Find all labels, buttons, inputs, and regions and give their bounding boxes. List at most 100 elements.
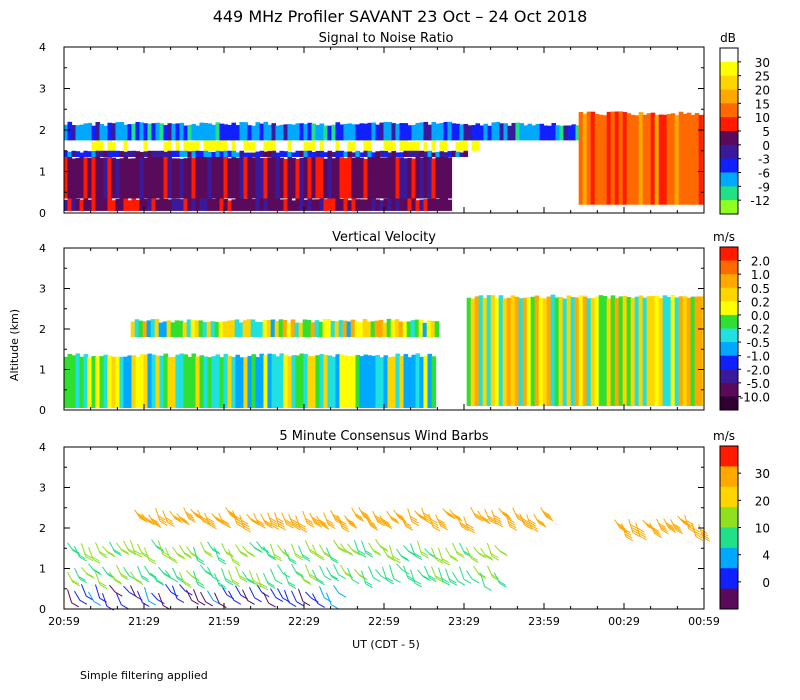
snr-cell bbox=[135, 200, 141, 211]
snr-cell bbox=[439, 151, 445, 157]
snr-cell bbox=[271, 149, 277, 157]
wind-barb-flag bbox=[538, 522, 547, 528]
snr-cell bbox=[147, 139, 153, 151]
wind-barb-flag bbox=[435, 575, 443, 581]
panel-vertical-velocity-colorbar-swatch-9 bbox=[720, 369, 738, 384]
wind-barb-staff bbox=[458, 566, 465, 580]
velocity-cell bbox=[318, 321, 324, 338]
panel-wind-barbs-ytick-label-1: 1 bbox=[39, 563, 46, 576]
wind-barb-flag bbox=[637, 530, 646, 536]
snr-cell bbox=[559, 125, 565, 141]
wind-barb-flag bbox=[493, 514, 501, 520]
panel-wind-barbs-colorbar-swatch-5 bbox=[720, 547, 738, 569]
velocity-cell bbox=[562, 298, 568, 406]
wind-barb-flag bbox=[190, 552, 199, 558]
panel-snr-colorbar-label-3: 15 bbox=[755, 97, 770, 111]
snr-cell bbox=[307, 150, 313, 157]
velocity-cell bbox=[702, 295, 704, 406]
wind-barb-staff bbox=[396, 563, 403, 571]
snr-cell bbox=[259, 196, 265, 211]
wind-barb-flag bbox=[186, 513, 194, 519]
wind-barb-flag bbox=[268, 602, 276, 608]
wind-barb-flag bbox=[213, 515, 222, 521]
snr-cell bbox=[355, 150, 361, 157]
wind-barb-flag bbox=[500, 510, 509, 516]
wind-barb-staff bbox=[158, 592, 164, 606]
snr-cell bbox=[371, 122, 377, 141]
wind-barb-flag bbox=[386, 554, 395, 560]
wind-barb-flag bbox=[142, 602, 150, 607]
snr-cell bbox=[403, 123, 409, 141]
velocity-cell bbox=[266, 319, 272, 338]
panel-snr-colorbar-swatch-4 bbox=[720, 103, 738, 118]
wind-barb-flag bbox=[351, 579, 360, 585]
velocity-cell bbox=[119, 356, 125, 408]
snr-cell bbox=[115, 140, 121, 151]
snr-cell bbox=[423, 121, 429, 141]
velocity-cell bbox=[415, 353, 421, 408]
wind-barb-flag bbox=[147, 520, 155, 526]
velocity-cell bbox=[550, 294, 556, 406]
snr-cell bbox=[199, 198, 205, 211]
snr-cell bbox=[151, 149, 157, 157]
wind-barb-flag bbox=[413, 579, 422, 585]
snr-cell bbox=[107, 122, 113, 141]
wind-barb-flag bbox=[484, 586, 492, 591]
snr-cell bbox=[443, 138, 449, 151]
snr-cell bbox=[267, 198, 273, 211]
wind-barb-flag bbox=[448, 514, 456, 520]
snr-cell bbox=[187, 198, 193, 211]
velocity-cell bbox=[427, 353, 433, 408]
snr-cell bbox=[95, 196, 101, 211]
wind-barb-flag bbox=[288, 557, 296, 563]
wind-barb-staff bbox=[151, 592, 158, 600]
wind-barb-flag bbox=[162, 553, 170, 559]
snr-cell bbox=[331, 158, 337, 199]
snr-cell bbox=[223, 139, 229, 151]
velocity-cell bbox=[374, 320, 380, 338]
wind-barb-flag bbox=[375, 517, 383, 522]
snr-cell bbox=[519, 123, 525, 141]
velocity-cell bbox=[290, 319, 296, 338]
snr-cell bbox=[83, 123, 89, 141]
snr-cell bbox=[111, 157, 117, 199]
wind-barb-flag bbox=[221, 519, 230, 525]
panel-vertical-velocity-ytick-label-2: 2 bbox=[39, 323, 46, 336]
wind-barb-flag bbox=[264, 521, 273, 527]
velocity-cell bbox=[310, 322, 316, 338]
wind-barb-flag bbox=[128, 550, 137, 556]
snr-cell bbox=[423, 156, 429, 199]
wind-barb-flag bbox=[391, 519, 400, 525]
snr-cell bbox=[355, 199, 361, 211]
velocity-cell bbox=[546, 296, 552, 406]
snr-cell bbox=[67, 141, 73, 151]
wind-barb-flag bbox=[461, 526, 469, 532]
wind-barb-flag bbox=[298, 522, 306, 528]
velocity-cell bbox=[347, 356, 353, 408]
wind-barb-flag bbox=[523, 522, 531, 528]
wind-barb-flag bbox=[92, 558, 101, 564]
velocity-cell bbox=[87, 357, 93, 408]
wind-barb-staff bbox=[284, 589, 290, 603]
snr-cell bbox=[527, 123, 533, 141]
snr-cell bbox=[215, 122, 221, 141]
velocity-cell bbox=[287, 356, 293, 408]
snr-cell bbox=[355, 138, 361, 151]
snr-cell bbox=[143, 151, 149, 157]
wind-barb-flag bbox=[321, 524, 330, 530]
wind-barb-staff bbox=[81, 584, 87, 597]
snr-cell bbox=[239, 140, 245, 151]
snr-cell bbox=[355, 124, 361, 141]
wind-barb-flag bbox=[459, 521, 467, 527]
wind-barb-flag bbox=[121, 575, 129, 581]
panel-vertical-velocity-colorbar-label-1: 1.0 bbox=[751, 268, 770, 282]
snr-cell bbox=[303, 141, 309, 151]
wind-barb-flag bbox=[291, 520, 299, 526]
velocity-cell bbox=[146, 320, 152, 338]
panel-snr-colorbar-swatch-6 bbox=[720, 131, 738, 146]
velocity-cell bbox=[386, 318, 392, 338]
wind-barb-flag bbox=[141, 577, 150, 583]
snr-cell bbox=[439, 197, 445, 211]
snr-cell bbox=[155, 122, 161, 141]
wind-barb-flag bbox=[389, 515, 398, 521]
